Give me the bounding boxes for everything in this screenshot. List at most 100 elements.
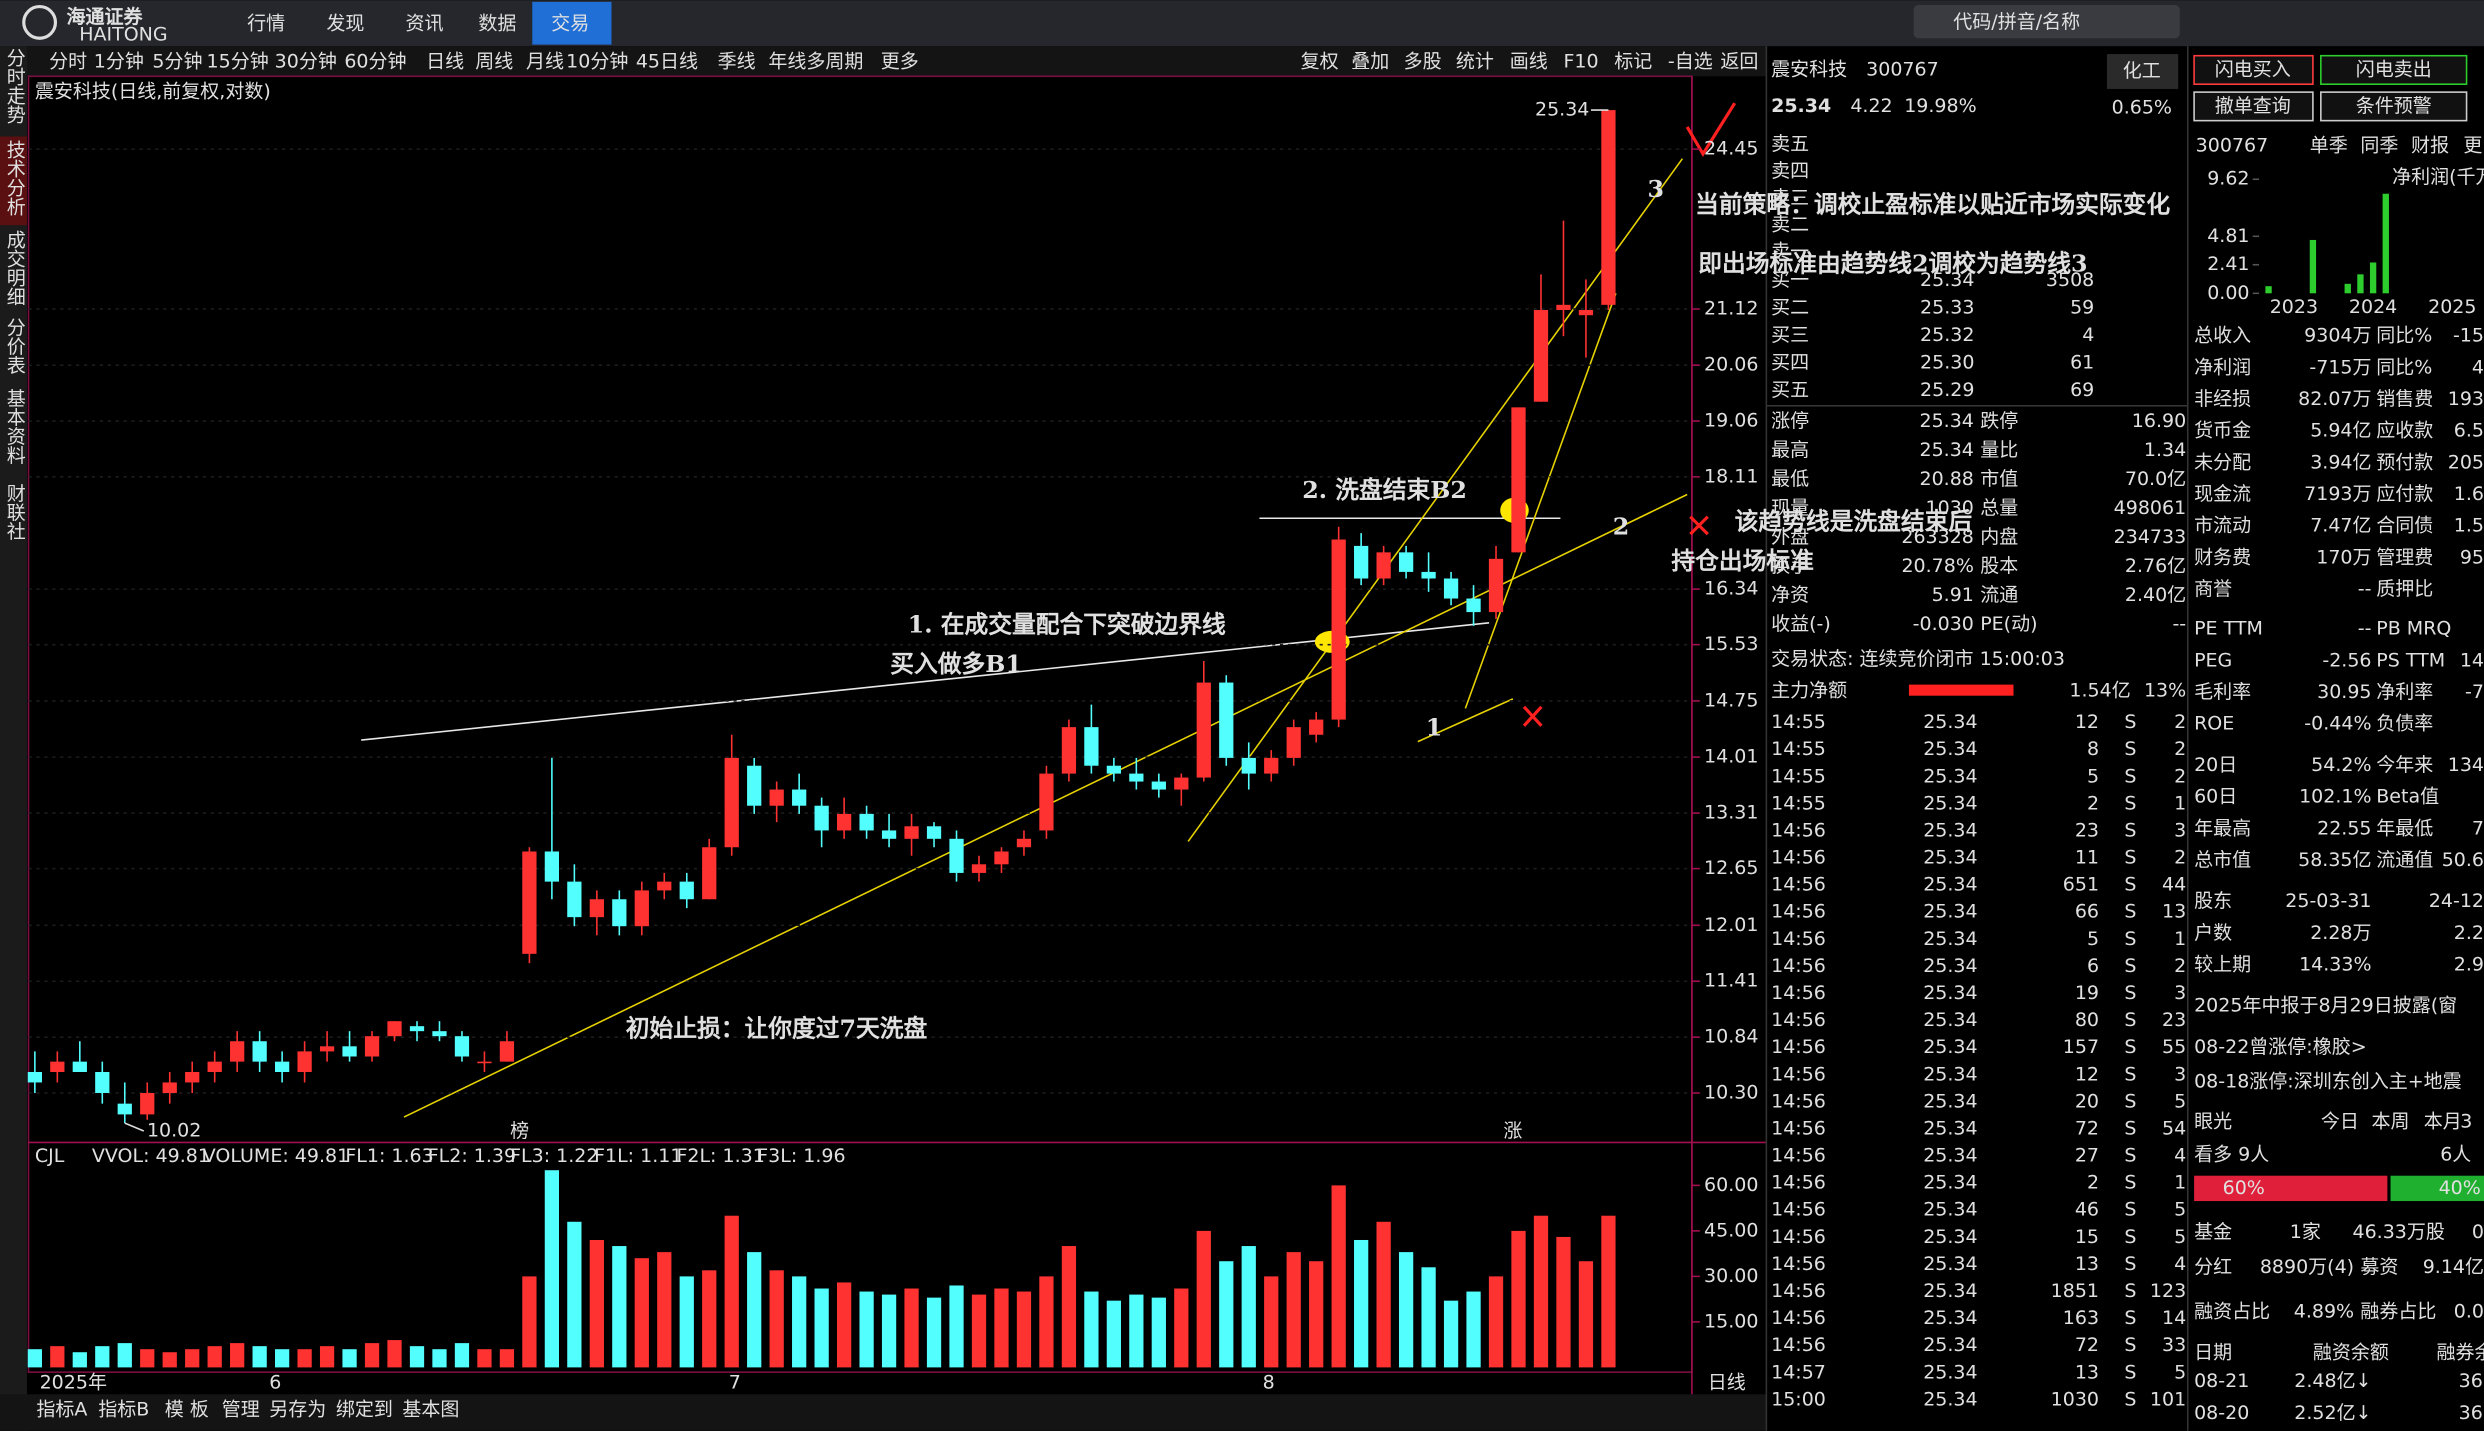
- action-button[interactable]: [2320, 91, 2468, 122]
- volume-bar: [274, 1349, 290, 1368]
- bottom-tab[interactable]: 另存为: [269, 1399, 326, 1421]
- period-tab[interactable]: 45日线: [636, 51, 698, 73]
- bottom-tab[interactable]: 管理: [222, 1399, 260, 1421]
- fin-tab[interactable]: 同季: [2360, 134, 2398, 156]
- bottom-tab[interactable]: 指标B: [98, 1399, 149, 1421]
- bottom-tab[interactable]: 绑定到: [336, 1399, 393, 1421]
- period-tab[interactable]: 1分钟: [94, 51, 144, 73]
- volume-bar: [1151, 1297, 1166, 1368]
- brand-en: HAITONG: [79, 24, 167, 46]
- bottom-tab[interactable]: 模 板: [165, 1399, 209, 1421]
- stat-value: 2.76亿: [2125, 555, 2186, 577]
- margin-short: 36: [2459, 1402, 2483, 1424]
- menu-item[interactable]: 资讯: [406, 13, 444, 35]
- trade-side: S: [2124, 1226, 2136, 1248]
- tool-button[interactable]: 画线: [1510, 51, 1548, 73]
- menu-item[interactable]: 行情: [247, 13, 285, 35]
- trade-price: 25.34: [1923, 847, 1977, 869]
- trade-count: 3: [2174, 819, 2186, 841]
- tool-button[interactable]: 多股: [1404, 51, 1442, 73]
- side-tab[interactable]: 分时走势: [4, 47, 26, 123]
- volume-bar: [1443, 1300, 1459, 1368]
- stat-label: 内盘: [1980, 526, 2018, 548]
- stat-label: 流通: [1980, 584, 2018, 606]
- bottom-tab[interactable]: 指标A: [36, 1399, 87, 1421]
- period-tab[interactable]: 多周期: [806, 51, 863, 73]
- trade-price: 25.34: [1923, 1280, 1977, 1302]
- period-tab[interactable]: 60分钟: [344, 51, 406, 73]
- period-tab[interactable]: 30分钟: [275, 51, 337, 73]
- period-tab[interactable]: 周线: [475, 51, 513, 73]
- trade-count: 2: [2174, 765, 2186, 787]
- x-label: 2025年: [40, 1372, 107, 1394]
- volume-bar: [1601, 1215, 1616, 1368]
- side-tab[interactable]: 成交明细: [4, 230, 26, 306]
- fin-note[interactable]: 08-18涨停:深圳东创入主+地震: [2194, 1071, 2462, 1093]
- fin-tab[interactable]: 单季: [2310, 134, 2348, 156]
- side-tab[interactable]: 基本资料: [4, 388, 26, 464]
- y-tick-label: 13.31: [1704, 802, 1758, 824]
- fin-value: 25-03-31: [2285, 890, 2371, 912]
- trade-price: 25.34: [1923, 1388, 1977, 1410]
- bottom-tab[interactable]: 基本图: [402, 1399, 459, 1421]
- tool-button[interactable]: 复权: [1301, 51, 1339, 73]
- volume-bar: [117, 1343, 132, 1368]
- period-tab[interactable]: 日线: [426, 51, 464, 73]
- fin-label: 20日: [2194, 754, 2237, 776]
- fin-tab[interactable]: 更: [2463, 134, 2482, 156]
- period-tab[interactable]: 月线: [526, 51, 564, 73]
- fin-note[interactable]: 08-22曾涨停:橡胶>: [2194, 1036, 2367, 1058]
- volume-bar: [185, 1349, 200, 1368]
- volume-bar: [1106, 1300, 1121, 1368]
- period-tab[interactable]: 15分钟: [207, 51, 269, 73]
- menu-item[interactable]: 数据: [478, 13, 516, 35]
- menu-item[interactable]: 交易: [551, 13, 589, 35]
- period-tab[interactable]: 5分钟: [152, 51, 202, 73]
- tool-button[interactable]: F10: [1563, 51, 1598, 73]
- period-tab[interactable]: 分时: [49, 51, 87, 73]
- candle-body: [589, 899, 604, 918]
- period-tab[interactable]: 更多: [881, 51, 919, 73]
- search-placeholder[interactable]: 代码/拼音/名称: [1953, 11, 2080, 33]
- trade-side: S: [2124, 928, 2136, 950]
- trade-volume: 2: [2087, 1172, 2099, 1194]
- tool-button[interactable]: 标记: [1614, 51, 1652, 73]
- action-button[interactable]: [2193, 91, 2314, 122]
- fin-tab[interactable]: 财报: [2411, 134, 2449, 156]
- bid-label: 买一: [1771, 269, 1809, 291]
- action-button[interactable]: [2320, 54, 2468, 85]
- trade-price: 25.34: [1923, 1172, 1977, 1194]
- action-button-label[interactable]: 闪电买入: [2215, 58, 2291, 80]
- annotation: 持仓出场标准: [1671, 547, 1814, 575]
- menu-item[interactable]: 发现: [326, 13, 364, 35]
- trade-count: 44: [2162, 874, 2186, 896]
- search-box[interactable]: [1913, 4, 2180, 39]
- fin-label: 今年来: [2376, 754, 2433, 776]
- boundary-line: [361, 622, 1490, 741]
- candle-body: [1398, 552, 1414, 572]
- volume-bar: [904, 1288, 919, 1368]
- period-tab[interactable]: 10分钟: [566, 51, 628, 73]
- action-button[interactable]: [2193, 54, 2314, 85]
- tool-button[interactable]: -自选: [1668, 51, 1713, 73]
- action-button-label[interactable]: 撤单查询: [2215, 95, 2291, 117]
- fin-label: 市流动: [2194, 515, 2251, 537]
- tool-button[interactable]: 返回: [1720, 51, 1758, 73]
- fin-value: 2.9: [2454, 954, 2484, 976]
- action-button-label[interactable]: 闪电卖出: [2356, 58, 2432, 80]
- side-tab[interactable]: 技术分析: [4, 139, 26, 215]
- change: 4.22: [1850, 95, 1892, 117]
- fin-value: 134: [2448, 754, 2484, 776]
- stat-label: 外盘: [1771, 526, 1809, 548]
- margin-head: 日期: [2194, 1342, 2232, 1364]
- period-tab[interactable]: 年线: [768, 51, 806, 73]
- tool-button[interactable]: 统计: [1456, 51, 1494, 73]
- marker: 涨: [1503, 1120, 1522, 1142]
- candle-body: [95, 1071, 110, 1093]
- period-tab[interactable]: 季线: [718, 51, 756, 73]
- action-button-label[interactable]: 条件预警: [2356, 95, 2432, 117]
- bid-label: 买三: [1771, 324, 1809, 346]
- side-tab[interactable]: 财联社: [4, 483, 26, 540]
- side-tab[interactable]: 分价表: [4, 317, 26, 374]
- tool-button[interactable]: 叠加: [1351, 51, 1389, 73]
